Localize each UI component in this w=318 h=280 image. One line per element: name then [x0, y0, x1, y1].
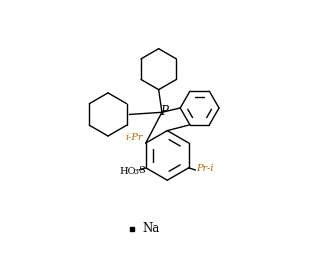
- Text: 3: 3: [134, 168, 139, 176]
- Text: S: S: [138, 166, 144, 175]
- Text: Na: Na: [142, 222, 160, 235]
- Text: i-Pr: i-Pr: [125, 133, 143, 142]
- Text: P: P: [161, 105, 169, 118]
- Text: Pr-i: Pr-i: [196, 164, 214, 173]
- Text: HO: HO: [119, 167, 136, 176]
